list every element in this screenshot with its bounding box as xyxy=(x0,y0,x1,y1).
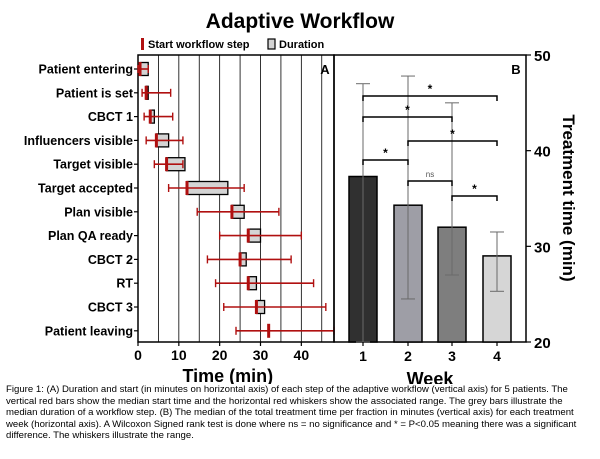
y-tick-label: 30 xyxy=(534,239,551,256)
significance-label: * xyxy=(383,146,388,160)
x-axis-label: Time (min) xyxy=(182,366,273,384)
legend-duration-swatch xyxy=(267,38,276,50)
legend-start-swatch xyxy=(141,38,144,50)
y-tick-label: CBCT 1 xyxy=(88,110,133,124)
y-tick-label: 40 xyxy=(534,144,551,161)
caption-text: Figure 1: (A) Duration and start (in min… xyxy=(6,384,577,442)
x-tick-label: 2 xyxy=(404,348,412,364)
x-tick-label: 20 xyxy=(212,347,228,363)
significance-label: * xyxy=(450,127,455,141)
x-tick-label: 0 xyxy=(134,347,142,363)
y-tick-label: Patient is set xyxy=(56,86,134,100)
significance-bracket xyxy=(362,95,498,101)
y-tick-label: Target visible xyxy=(53,158,133,172)
legend-label: Duration xyxy=(279,39,325,51)
plot-frame xyxy=(333,54,527,343)
significance-label: * xyxy=(428,82,433,96)
x-tick-label: 3 xyxy=(448,348,456,364)
chart-title: Adaptive Workflow xyxy=(206,10,395,33)
y-tick-label: RT xyxy=(116,277,133,291)
panel-b: B 20 30 40 50 Treatment time (min) 1 2 3 4 Week * * *… xyxy=(333,48,578,384)
significance-bracket xyxy=(362,159,409,165)
significance-bracket xyxy=(362,116,453,122)
y-tick-label: 50 xyxy=(534,48,551,65)
x-tick-label: 4 xyxy=(493,348,501,364)
panel-a: 0 10 20 30 40 Time (min) A Patient entering Pati… xyxy=(24,54,335,384)
legend: Start workflow step Duration xyxy=(141,38,325,51)
y-tick-label: 20 xyxy=(534,335,551,352)
significance-label: * xyxy=(405,103,410,117)
significance-label: * xyxy=(472,182,477,196)
y-tick-label: CBCT 3 xyxy=(88,301,133,315)
plot-frame xyxy=(137,54,335,343)
significance-bracket xyxy=(407,140,498,146)
y-tick-label: Plan visible xyxy=(64,205,133,219)
y-tick-label: CBCT 2 xyxy=(88,253,133,267)
panel-label: B xyxy=(511,62,520,77)
x-axis-label: Week xyxy=(407,369,455,384)
y-tick-label: Influencers visible xyxy=(24,134,133,148)
figure: Adaptive Workflow Start workflow step Dur… xyxy=(24,10,578,384)
panel-label: A xyxy=(320,62,330,77)
x-tick-label: 1 xyxy=(359,348,367,364)
y-tick-label: Plan QA ready xyxy=(48,229,133,243)
legend-label: Start workflow step xyxy=(148,39,250,51)
x-tick-label: 10 xyxy=(171,347,187,363)
y-axis-label: Treatment time (min) xyxy=(559,114,578,281)
x-tick-label: 30 xyxy=(253,347,269,363)
significance-bracket xyxy=(407,180,453,186)
y-tick-label: Target accepted xyxy=(38,182,133,196)
significance-label: ns xyxy=(426,170,434,179)
y-tick-label: Patient leaving xyxy=(45,324,133,338)
figure-caption: Figure 1: (A) Duration and start (in min… xyxy=(6,384,596,442)
x-tick-label: 40 xyxy=(294,347,310,363)
significance-bracket xyxy=(451,195,498,201)
y-tick-label: Patient entering xyxy=(39,63,133,77)
